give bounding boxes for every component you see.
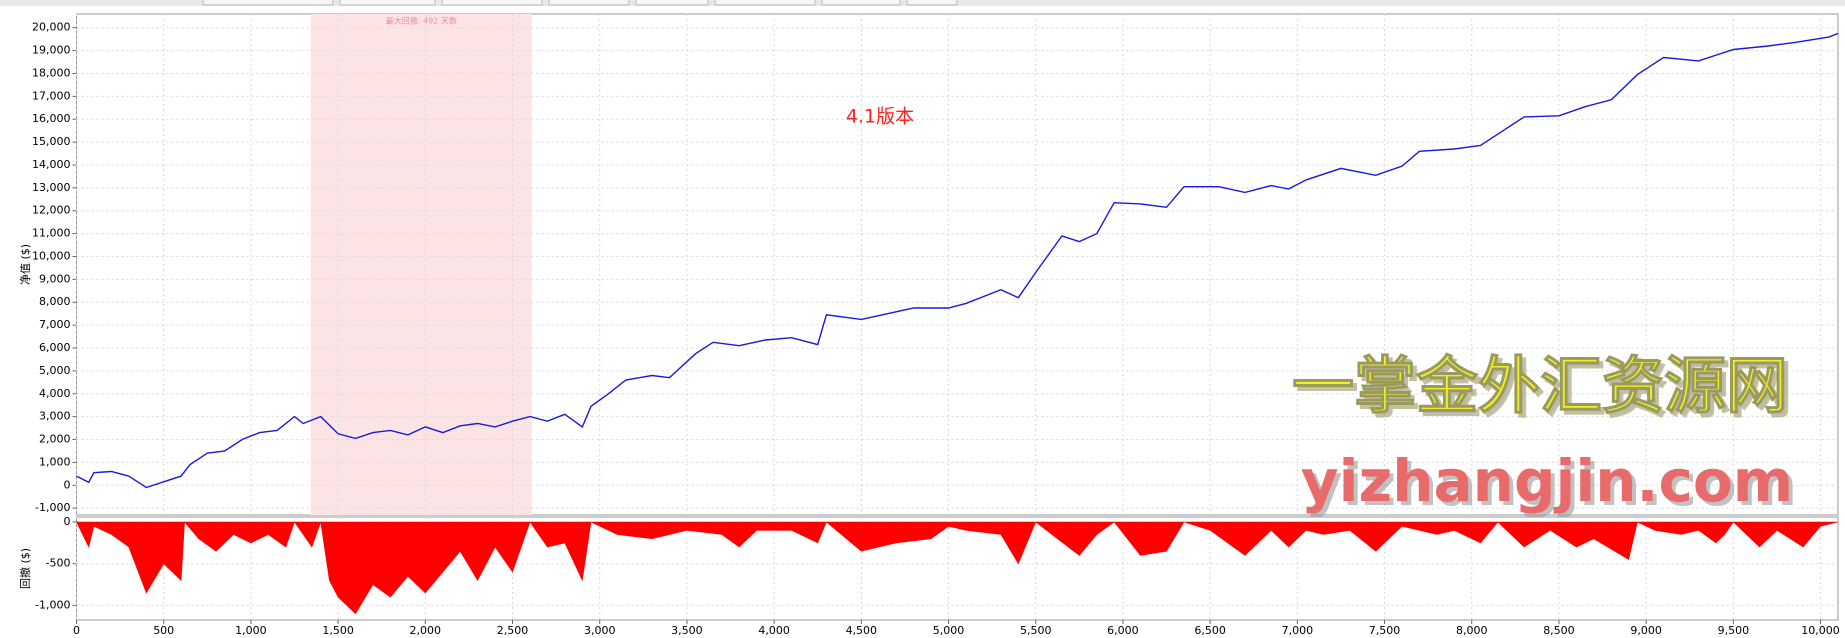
tab[interactable] <box>441 0 543 6</box>
y-tick-label: 7,000 <box>39 318 71 331</box>
subplot: 最大回撤: 492 天数 -1,000 0 1,000 2,000 3,000 4,000 5… <box>18 13 1839 519</box>
y-tick-label: 6,000 <box>39 341 71 354</box>
x-tick-label: 7,000 <box>1282 624 1314 637</box>
y-tick-label: 4,000 <box>39 387 71 400</box>
y-tick-label: 0 <box>64 515 71 528</box>
y-tick-label: 9,000 <box>39 272 71 285</box>
watermark: yizhangjin.com <box>1301 447 1793 515</box>
y-tick-label: 16,000 <box>32 112 71 125</box>
y-tick-label: -500 <box>46 557 71 570</box>
y-tick-label: 3,000 <box>39 410 71 423</box>
y-axis-label: 净值 ($) <box>18 244 32 285</box>
x-tick-label: 0 <box>73 624 80 637</box>
y-tick-label: 18,000 <box>32 66 71 79</box>
y-tick-label: 8,000 <box>39 295 71 308</box>
y-tick-label: -1,000 <box>35 501 70 514</box>
x-tick-label: 6,000 <box>1107 624 1139 637</box>
x-tick-label: 9,000 <box>1630 624 1662 637</box>
x-tick-label: 10,000 <box>1801 624 1840 637</box>
tab[interactable] <box>548 0 630 6</box>
equity-line <box>76 32 1839 489</box>
y-tick-label: 14,000 <box>32 158 71 171</box>
y-tick-label: 12,000 <box>32 204 71 217</box>
tab[interactable] <box>635 0 709 6</box>
y-tick-label: 20,000 <box>32 21 71 34</box>
tab[interactable] <box>821 0 901 6</box>
watermark-shadow: 一掌金外汇资源网 <box>1296 353 1792 426</box>
x-tick-label: 6,500 <box>1194 624 1226 637</box>
x-tick-label: 500 <box>153 624 174 637</box>
shade-label: 最大回撤: 492 天数 <box>386 16 457 26</box>
x-tick-label: 1,500 <box>322 624 354 637</box>
subplot: -1,000 -500 0 0 500 1,000 1,500 2,000 2,500 3,000… <box>18 515 1840 637</box>
y-tick-label: 17,000 <box>32 89 71 102</box>
x-tick-label: 8,000 <box>1456 624 1488 637</box>
tab[interactable] <box>202 0 334 6</box>
x-tick-label: 9,500 <box>1718 624 1750 637</box>
y-tick-label: 5,000 <box>39 364 71 377</box>
y-tick-label: 15,000 <box>32 135 71 148</box>
x-tick-label: 4,000 <box>758 624 790 637</box>
y-tick-label: 1,000 <box>39 455 71 468</box>
y-tick-label: 13,000 <box>32 181 71 194</box>
x-tick-label: 3,000 <box>584 624 616 637</box>
y-tick-label: 0 <box>64 478 71 491</box>
y-axis-label: 回撤 ($) <box>18 548 32 589</box>
x-tick-label: 5,500 <box>1020 624 1052 637</box>
x-tick-label: 2,500 <box>497 624 529 637</box>
y-tick-label: 2,000 <box>39 433 71 446</box>
x-tick-label: 1,000 <box>235 624 267 637</box>
annotation: 4.1版本 <box>846 106 914 128</box>
tab[interactable] <box>339 0 436 6</box>
x-tick-label: 3,500 <box>671 624 703 637</box>
x-tick-label: 5,000 <box>933 624 965 637</box>
y-tick-label: 10,000 <box>32 249 71 262</box>
y-tick-label: 19,000 <box>32 44 71 57</box>
y-tick-label: -1,000 <box>35 598 70 611</box>
tabs <box>202 0 958 6</box>
watermark: 一掌金外汇资源网 <box>1292 349 1788 422</box>
drawdown-area <box>76 521 1839 615</box>
tab[interactable] <box>714 0 816 6</box>
x-tick-label: 8,500 <box>1543 624 1575 637</box>
x-tick-label: 2,000 <box>410 624 442 637</box>
drawdown-shade <box>310 14 532 515</box>
tab[interactable] <box>906 0 958 6</box>
x-tick-label: 7,500 <box>1369 624 1401 637</box>
watermark-shadow: yizhangjin.com <box>1305 451 1797 519</box>
x-tick-label: 4,500 <box>846 624 878 637</box>
y-tick-label: 11,000 <box>32 227 71 240</box>
